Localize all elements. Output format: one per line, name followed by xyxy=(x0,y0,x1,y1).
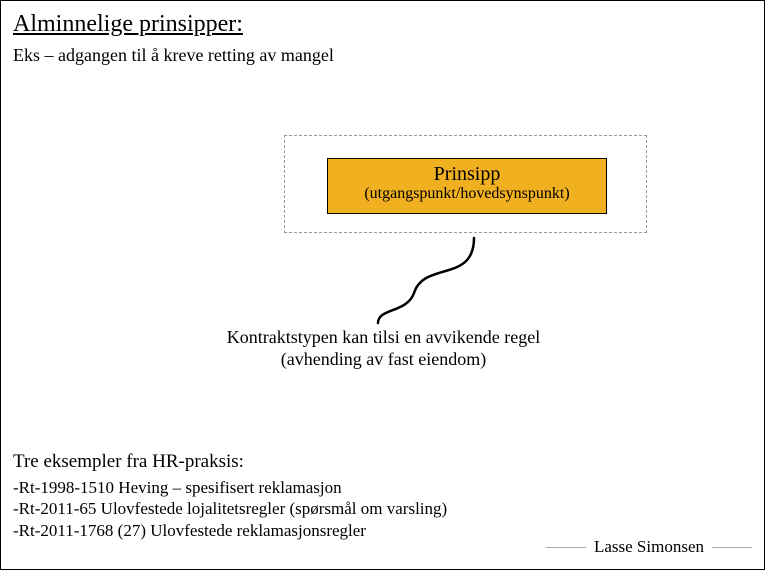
examples-list: -Rt-1998-1510 Heving – spesifisert rekla… xyxy=(13,477,447,541)
connector-curve xyxy=(366,233,496,328)
dashed-group-box: Prinsipp (utgangspunkt/hovedsynspunkt) xyxy=(284,135,647,233)
mid-text-block: Kontraktstypen kan tilsi en avvikende re… xyxy=(1,327,765,370)
slide-subtitle: Eks – adgangen til å kreve retting av ma… xyxy=(13,45,334,66)
author-line: Lasse Simonsen xyxy=(546,537,752,557)
example-item: -Rt-2011-1768 (27) Ulovfestede reklamasj… xyxy=(13,520,447,541)
slide-title: Alminnelige prinsipper: xyxy=(13,11,243,38)
examples-title: Tre eksempler fra HR-praksis: xyxy=(13,451,244,473)
example-item: -Rt-2011-65 Ulovfestede lojalitetsregler… xyxy=(13,498,447,519)
author-rule-right xyxy=(712,547,752,548)
curve-path xyxy=(378,238,474,323)
mid-text-line-2: (avhending av fast eiendom) xyxy=(1,349,765,371)
principle-title: Prinsipp xyxy=(328,163,606,185)
example-item: -Rt-1998-1510 Heving – spesifisert rekla… xyxy=(13,477,447,498)
principle-subtitle: (utgangspunkt/hovedsynspunkt) xyxy=(328,185,606,203)
mid-text-line-1: Kontraktstypen kan tilsi en avvikende re… xyxy=(1,327,765,349)
author-name: Lasse Simonsen xyxy=(594,537,704,557)
principle-box: Prinsipp (utgangspunkt/hovedsynspunkt) xyxy=(327,158,607,214)
author-rule-left xyxy=(546,547,586,548)
slide-frame: Alminnelige prinsipper: Eks – adgangen t… xyxy=(0,0,765,570)
